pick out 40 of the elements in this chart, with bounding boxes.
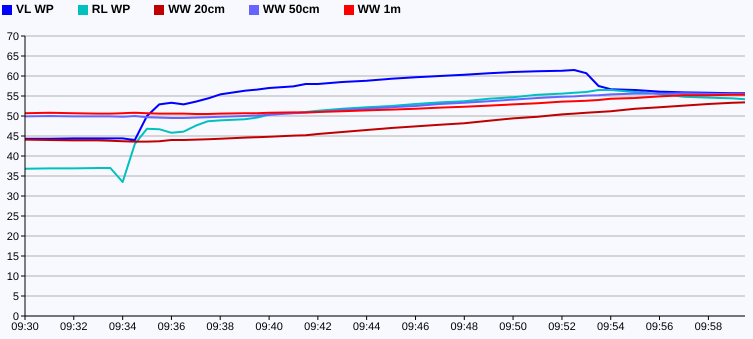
x-tick-label: 09:48 [450, 320, 478, 333]
y-tick-label: 55 [6, 90, 19, 103]
x-tick-label: 09:36 [158, 320, 186, 333]
x-tick-label: 09:40 [255, 320, 283, 333]
y-tick-label: 45 [6, 130, 19, 143]
x-tick-label: 09:58 [694, 320, 722, 333]
x-tick-label: 09:56 [646, 320, 674, 333]
x-tick-label: 09:42 [304, 320, 332, 333]
x-tick-label: 09:46 [402, 320, 430, 333]
x-tick-label: 09:52 [548, 320, 576, 333]
line-series [25, 89, 745, 183]
x-tick-label: 09:30 [11, 320, 39, 333]
legend-label: VL WP [16, 2, 54, 16]
x-tick-label: 09:54 [596, 320, 624, 333]
line-series [25, 94, 745, 115]
y-tick-label: 15 [6, 250, 19, 263]
y-tick-label: 70 [6, 30, 19, 43]
legend-label: WW 50cm [262, 2, 320, 16]
y-tick-label: 10 [6, 270, 19, 283]
x-tick-label: 09:32 [60, 320, 88, 333]
y-tick-label: 50 [6, 110, 19, 123]
y-tick-label: 60 [6, 70, 19, 83]
y-tick-label: 5 [12, 290, 19, 303]
line-series [25, 69, 745, 141]
line-series [25, 101, 745, 143]
line-series [25, 92, 745, 119]
y-tick-label: 65 [6, 50, 19, 63]
x-tick-label: 09:38 [206, 320, 234, 333]
legend-label: WW 1m [358, 2, 401, 16]
y-tick-label: 40 [6, 150, 19, 163]
legend-label: WW 20cm [168, 2, 225, 16]
y-tick-label: 30 [6, 190, 19, 203]
x-tick-label: 09:50 [499, 320, 527, 333]
x-tick-label: 09:44 [352, 320, 380, 333]
legend-label: RL WP [92, 2, 130, 16]
y-tick-label: 20 [6, 230, 19, 243]
y-tick-label: 0 [12, 310, 19, 323]
y-tick-label: 35 [6, 170, 19, 183]
y-tick-label: 25 [6, 210, 19, 223]
x-tick-label: 09:34 [108, 320, 136, 333]
